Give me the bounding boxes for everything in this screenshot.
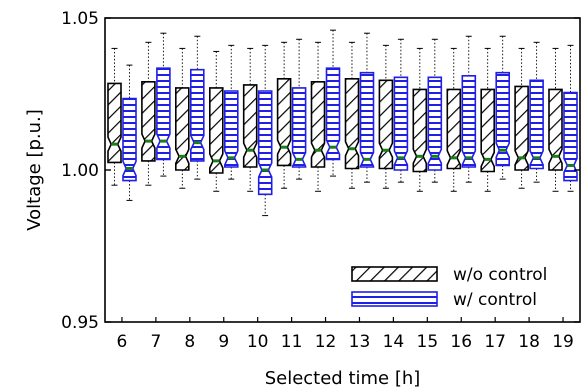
box-body xyxy=(175,87,190,171)
box-w-control xyxy=(359,32,375,183)
box-body xyxy=(461,75,477,168)
y-tick-label: 1.05 xyxy=(61,9,99,29)
box-w-control xyxy=(393,38,409,183)
box-w-control xyxy=(427,38,443,183)
box-w-control xyxy=(529,41,544,183)
x-tick-label: 7 xyxy=(150,332,161,352)
x-tick-label: 16 xyxy=(450,332,472,352)
x-tick-label: 11 xyxy=(281,332,303,352)
box-body xyxy=(548,88,563,171)
x-tick-label: 17 xyxy=(484,332,506,352)
box-body xyxy=(209,87,224,174)
x-tick-label: 12 xyxy=(315,332,337,352)
box-body xyxy=(446,88,462,170)
box-w-control xyxy=(495,35,511,180)
x-tick-label: 19 xyxy=(552,332,574,352)
x-tick-label: 13 xyxy=(349,332,371,352)
box-body xyxy=(141,81,156,162)
box-wo-control xyxy=(344,41,360,189)
box-body xyxy=(325,67,341,161)
box-body xyxy=(242,84,258,168)
box-body xyxy=(480,88,496,173)
box-w-control xyxy=(122,64,137,201)
box-body xyxy=(529,79,544,170)
box-w-control xyxy=(563,44,578,192)
x-tick-label: 15 xyxy=(417,332,439,352)
x-axis-label: Selected time [h] xyxy=(265,368,421,387)
box-wo-control xyxy=(310,41,326,192)
x-tick-label: 10 xyxy=(247,332,269,352)
legend: w/o control w/ control xyxy=(351,265,547,310)
box-body xyxy=(276,78,292,167)
box-body xyxy=(291,87,307,168)
box-body xyxy=(344,78,360,170)
box-w-control xyxy=(257,44,273,217)
box-wo-control xyxy=(242,47,258,192)
box-wo-control xyxy=(480,47,496,192)
legend-label-wo-control: w/o control xyxy=(453,265,547,285)
box-body xyxy=(310,81,326,168)
box-body xyxy=(257,90,273,196)
box-w-control xyxy=(156,32,171,177)
x-tick-label: 14 xyxy=(383,332,405,352)
box-w-control xyxy=(291,38,307,180)
x-tick-label: 8 xyxy=(184,332,195,352)
x-tick-label: 9 xyxy=(218,332,229,352)
box-body xyxy=(156,67,171,161)
box-wo-control xyxy=(107,47,122,186)
box-wo-control xyxy=(209,50,224,192)
box-wo-control xyxy=(514,47,529,189)
box-body xyxy=(190,68,205,162)
y-tick-label: 1.00 xyxy=(61,161,99,181)
box-body xyxy=(563,91,578,182)
box-wo-control xyxy=(378,44,394,189)
box-wo-control xyxy=(548,47,563,192)
legend-swatch-w-control xyxy=(351,291,438,307)
box-body xyxy=(107,82,122,164)
y-tick-label: 0.95 xyxy=(61,313,99,333)
box-w-control xyxy=(190,35,205,180)
box-body xyxy=(378,79,394,170)
box-body xyxy=(122,97,137,182)
x-axis-ticks: 6 7 8 9 10 11 12 13 14 15 16 17 18 19 xyxy=(117,317,574,352)
box-body xyxy=(412,88,428,173)
box-body xyxy=(224,90,239,168)
legend-label-w-control: w/ control xyxy=(453,290,537,310)
box-w-control xyxy=(224,44,239,180)
box-body xyxy=(393,76,409,171)
legend-swatch-wo-control xyxy=(351,266,438,282)
y-axis-label: Voltage [p.u.] xyxy=(24,109,45,231)
box-wo-control xyxy=(446,47,462,192)
box-wo-control xyxy=(412,47,428,192)
box-w-control xyxy=(461,35,477,183)
box-wo-control xyxy=(141,41,156,186)
box-wo-control xyxy=(276,41,292,189)
box-wo-control xyxy=(175,47,190,189)
box-body xyxy=(495,71,511,167)
box-body xyxy=(514,85,529,171)
y-axis-ticks: 0.95 1.00 1.05 xyxy=(61,9,580,333)
box-body xyxy=(427,76,443,171)
plot-area xyxy=(107,29,578,217)
box-body xyxy=(359,71,375,168)
box-w-control xyxy=(325,29,341,177)
x-tick-label: 18 xyxy=(518,332,540,352)
x-tick-label: 6 xyxy=(117,332,128,352)
